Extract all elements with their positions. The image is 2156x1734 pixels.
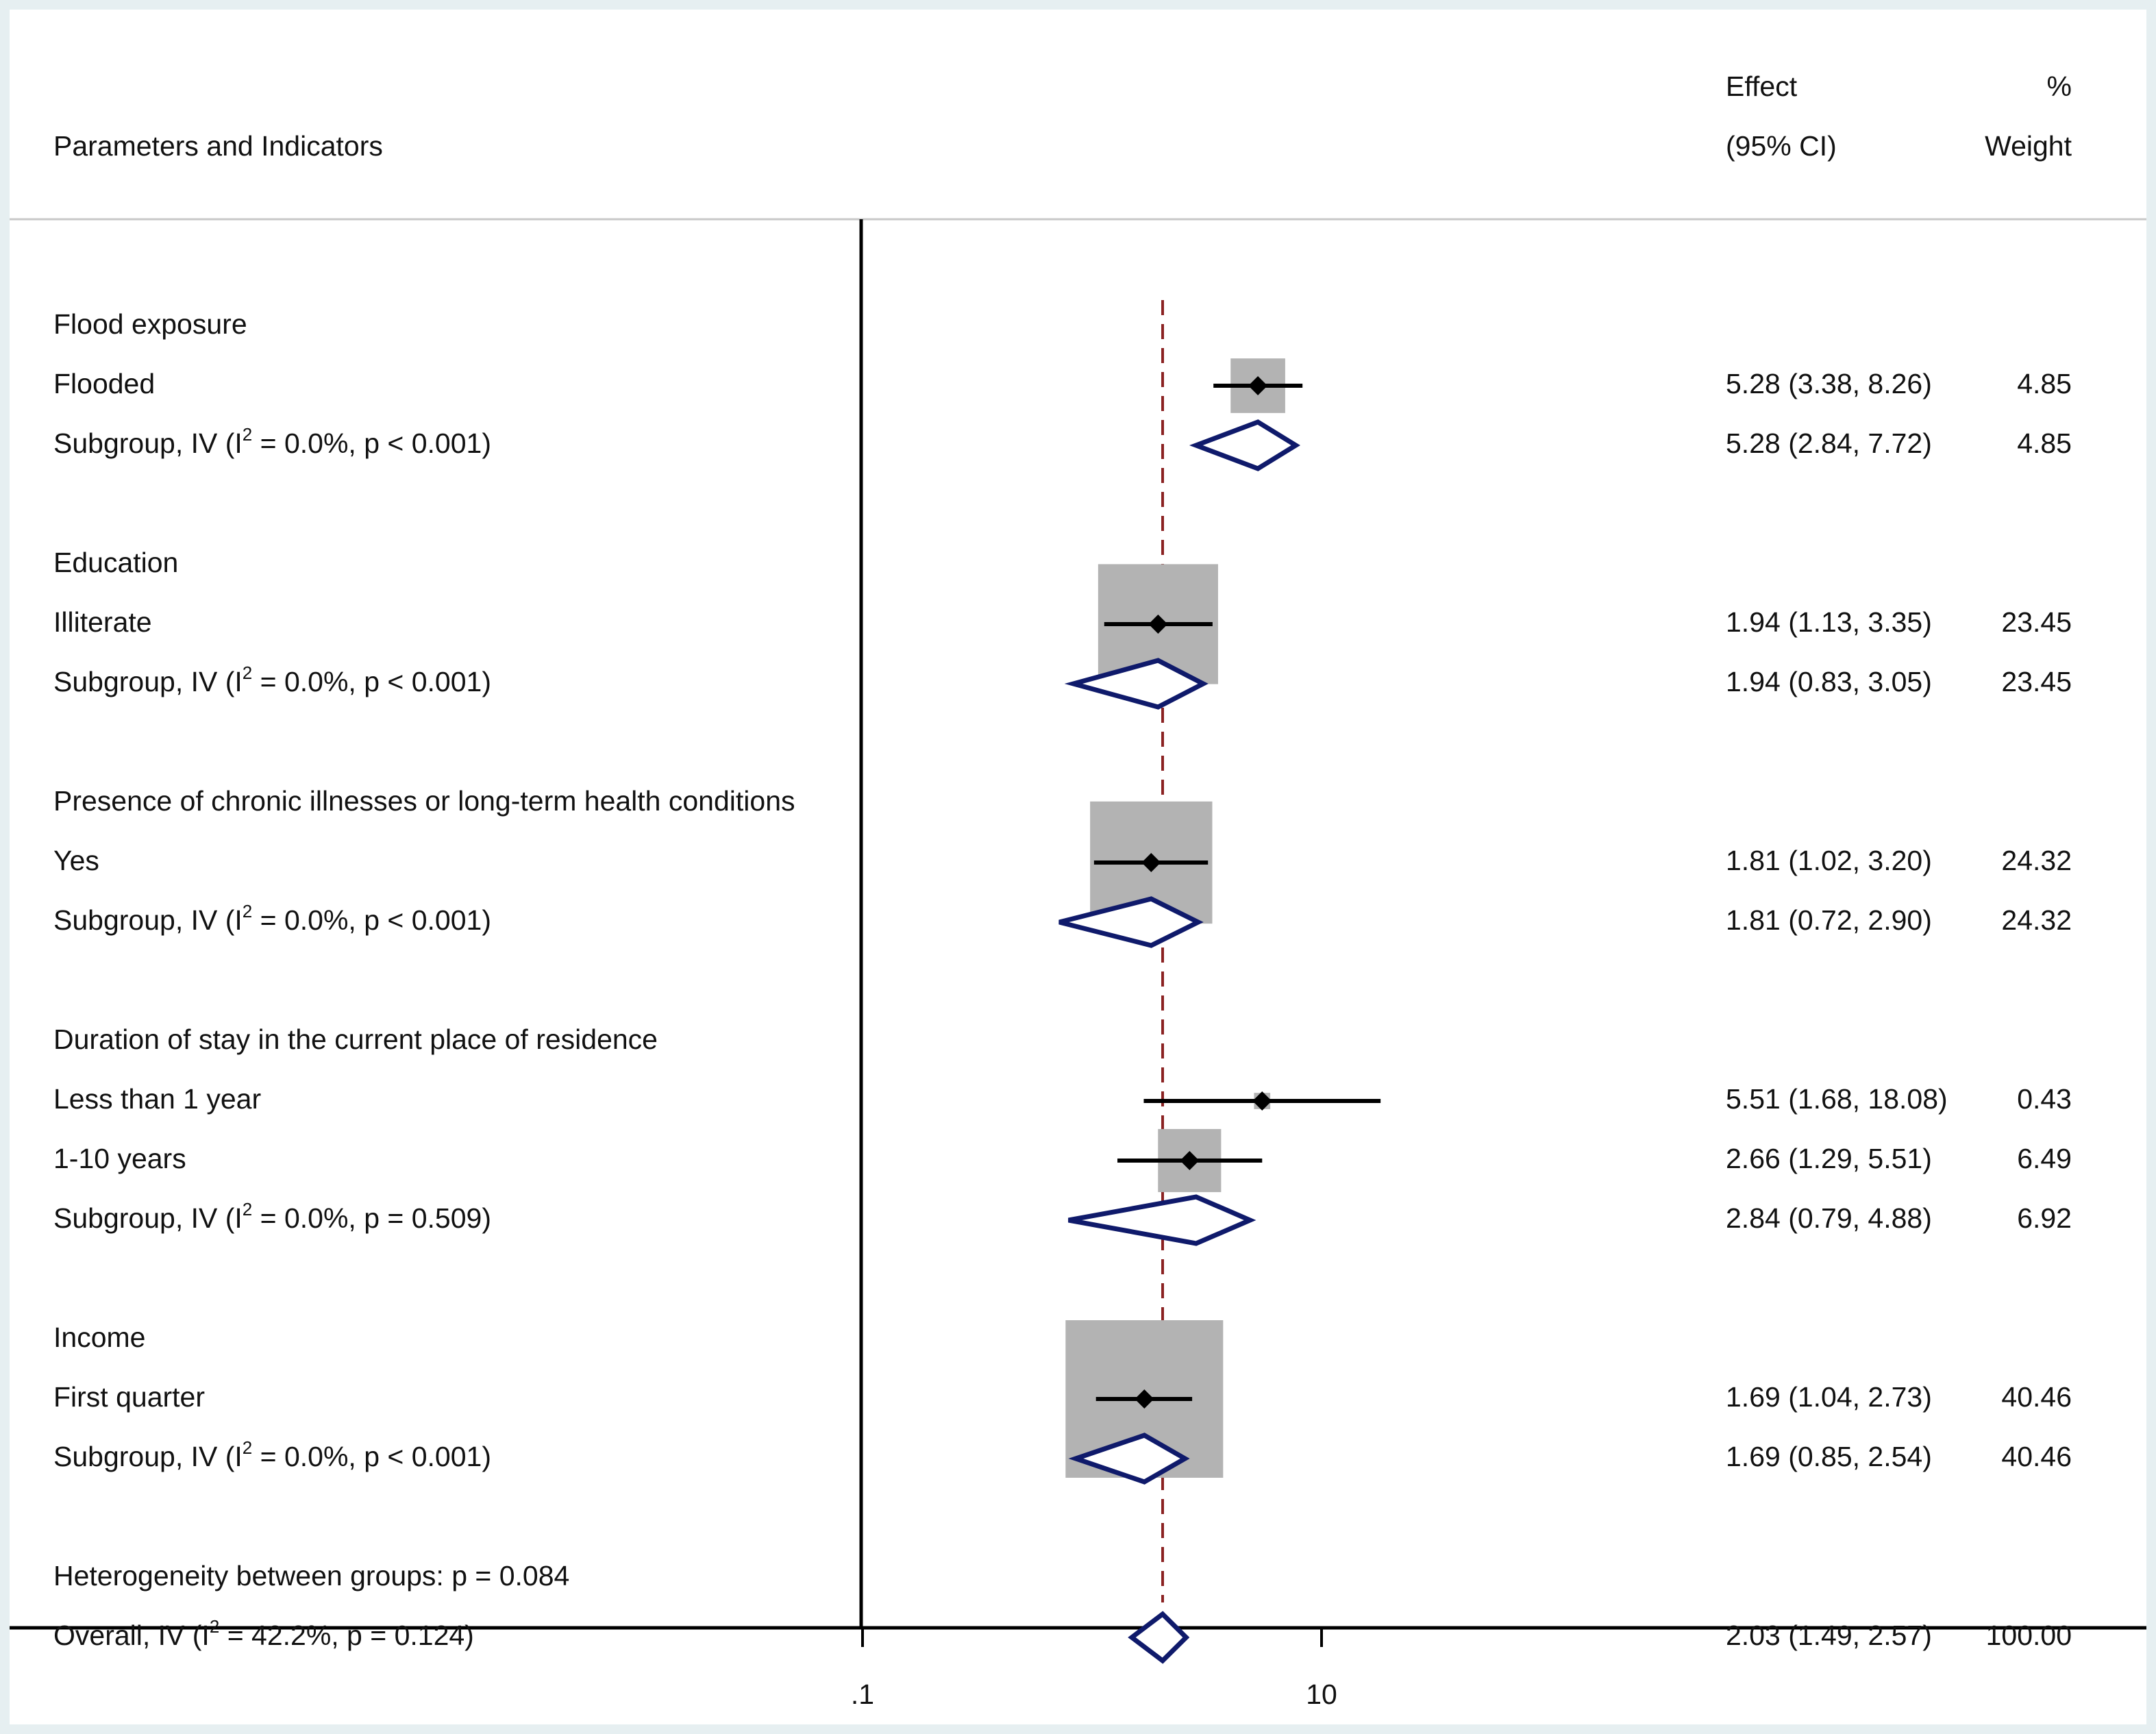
study-effect-ci: 1.94 (1.13, 3.35) xyxy=(1726,606,1932,638)
subgroup-weight: 24.32 xyxy=(2001,904,2072,936)
subgroup-diamond xyxy=(1068,1194,1256,1246)
header-weight: Weight xyxy=(1985,130,2072,162)
label-text-start: Subgroup, IV (I xyxy=(53,1441,243,1472)
forest-plot-figure: Parameters and Indicators Effect (95% CI)%… xyxy=(10,10,2146,1724)
label-text-start: Overall, IV (I xyxy=(53,1620,210,1651)
i-squared-superscript: 2 xyxy=(243,662,252,683)
study-effect-ci: 1.81 (1.02, 3.20) xyxy=(1726,845,1932,876)
study-label: Yes xyxy=(53,845,99,876)
overall-diamond xyxy=(1128,1611,1190,1664)
label-text-end: = 0.0%, p < 0.001) xyxy=(252,666,491,697)
label-text-start: Subgroup, IV (I xyxy=(53,428,243,459)
label-text-start: Subgroup, IV (I xyxy=(53,904,243,936)
i-squared-superscript: 2 xyxy=(243,1437,252,1458)
study-label: First quarter xyxy=(53,1381,205,1413)
i-squared-superscript: 2 xyxy=(243,901,252,921)
study-label: Flooded xyxy=(53,368,155,399)
header-label-column: Parameters and Indicators xyxy=(53,130,383,162)
subgroup-label: Subgroup, IV (I2 = 0.0%, p < 0.001) xyxy=(53,662,491,697)
overall-weight: 100.00 xyxy=(1986,1620,2072,1651)
study-point-estimate xyxy=(1180,1151,1200,1170)
label-text-end: = 0.0%, p < 0.001) xyxy=(252,1441,491,1472)
subgroup-diamond xyxy=(1064,658,1209,710)
subgroup-effect-ci: 1.94 (0.83, 3.05) xyxy=(1726,666,1932,697)
study-label: 1-10 years xyxy=(53,1143,186,1174)
subgroup-weight: 4.85 xyxy=(2017,428,2072,459)
subgroup-diamond xyxy=(1058,896,1204,948)
overall-effect-ci: 2.03 (1.49, 2.57) xyxy=(1726,1620,1932,1651)
header-ci: (95% CI) xyxy=(1726,130,1837,162)
study-effect-ci: 5.51 (1.68, 18.08) xyxy=(1726,1083,1948,1115)
label-text-end: = 0.0%, p < 0.001) xyxy=(252,428,491,459)
subgroup-weight: 40.46 xyxy=(2001,1441,2072,1472)
study-effect-ci: 2.66 (1.29, 5.51) xyxy=(1726,1143,1932,1174)
subgroup-label: Subgroup, IV (I2 = 0.0%, p < 0.001) xyxy=(53,901,491,936)
study-weight: 40.46 xyxy=(2001,1381,2072,1413)
subgroup-effect-ci: 1.69 (0.85, 2.54) xyxy=(1726,1441,1932,1472)
label-text-end: = 0.0%, p = 0.509) xyxy=(252,1202,491,1234)
subgroup-label: Subgroup, IV (I2 = 0.0%, p < 0.001) xyxy=(53,1437,491,1472)
study-effect-ci: 5.28 (3.38, 8.26) xyxy=(1726,368,1932,399)
study-point-estimate xyxy=(1135,1389,1154,1409)
label-text-end: = 42.2%, p = 0.124) xyxy=(219,1620,474,1651)
group-label: Heterogeneity between groups: p = 0.084 xyxy=(53,1560,569,1591)
group-label: Income xyxy=(53,1322,145,1353)
subgroup-label: Subgroup, IV (I2 = 0.0%, p < 0.001) xyxy=(53,424,491,459)
group-label: Education xyxy=(53,547,178,578)
group-label: Duration of stay in the current place of… xyxy=(53,1024,658,1055)
label-text-start: Subgroup, IV (I xyxy=(53,1202,243,1234)
subgroup-weight: 6.92 xyxy=(2017,1202,2072,1234)
i-squared-superscript: 2 xyxy=(243,424,252,445)
x-tick-label: .1 xyxy=(851,1679,874,1710)
group-label: Presence of chronic illnesses or long-te… xyxy=(53,785,795,817)
header-effect: Effect xyxy=(1726,71,1798,102)
subgroup-effect-ci: 2.84 (0.79, 4.88) xyxy=(1726,1202,1932,1234)
label-text-start: Subgroup, IV (I xyxy=(53,666,243,697)
study-weight: 4.85 xyxy=(2017,368,2072,399)
study-point-estimate xyxy=(1252,1091,1272,1111)
study-point-estimate xyxy=(1248,376,1268,395)
study-label: Less than 1 year xyxy=(53,1083,261,1115)
subgroup-effect-ci: 5.28 (2.84, 7.72) xyxy=(1726,428,1932,459)
study-weight: 24.32 xyxy=(2001,845,2072,876)
i-squared-superscript: 2 xyxy=(243,1199,252,1219)
overall-label: Overall, IV (I2 = 42.2%, p = 0.124) xyxy=(53,1616,474,1651)
group-label: Flood exposure xyxy=(53,308,247,340)
study-point-estimate xyxy=(1148,615,1168,634)
label-text-end: = 0.0%, p < 0.001) xyxy=(252,904,491,936)
header-weight-percent: % xyxy=(2047,71,2072,102)
study-weight: 23.45 xyxy=(2001,606,2072,638)
subgroup-label: Subgroup, IV (I2 = 0.0%, p = 0.509) xyxy=(53,1199,491,1234)
forest-plot: Parameters and Indicators Effect (95% CI)%… xyxy=(10,71,2146,1710)
subgroup-diamond xyxy=(1189,419,1301,471)
subgroup-effect-ci: 1.81 (0.72, 2.90) xyxy=(1726,904,1932,936)
subgroup-weight: 23.45 xyxy=(2001,666,2072,697)
study-point-estimate xyxy=(1141,853,1161,872)
subgroup-diamond xyxy=(1068,1433,1190,1485)
i-squared-superscript: 2 xyxy=(210,1616,219,1637)
study-weight: 6.49 xyxy=(2017,1143,2072,1174)
study-weight: 0.43 xyxy=(2017,1083,2072,1115)
study-label: Illiterate xyxy=(53,606,152,638)
x-tick-label: 10 xyxy=(1306,1679,1337,1710)
study-effect-ci: 1.69 (1.04, 2.73) xyxy=(1726,1381,1932,1413)
